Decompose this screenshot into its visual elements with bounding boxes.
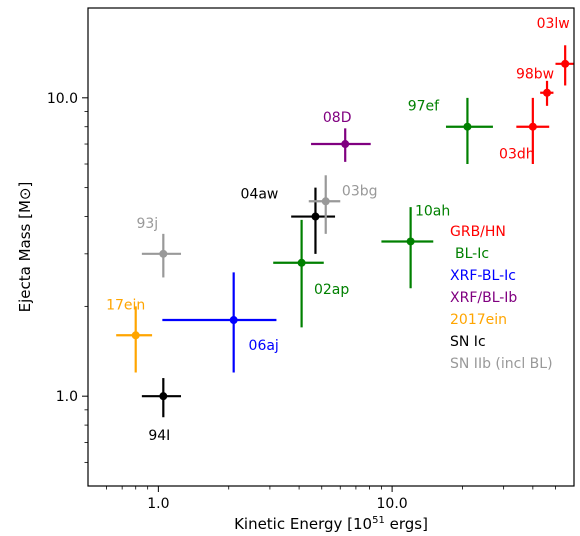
marker [159, 392, 168, 401]
axes: 1.0 10.0 1.0 10.0 [47, 91, 556, 512]
marker [131, 331, 140, 340]
x-axis-label-suffix: ergs] [385, 515, 428, 533]
marker [229, 316, 238, 325]
y-tick-label: 1.0 [56, 389, 78, 405]
data-point-97ef: 97ef [408, 97, 493, 165]
marker [321, 197, 330, 206]
point-label: 02ap [314, 282, 349, 298]
marker [463, 122, 472, 131]
data-point-03lw: 03lw [537, 16, 574, 86]
marker [528, 122, 537, 131]
data-point-17ein: 17ein [106, 297, 153, 373]
point-label: 06aj [249, 338, 279, 354]
point-label: 03bg [342, 183, 378, 199]
legend-entry: XRF-BL-Ic [450, 268, 516, 284]
legend-entry: XRF/BL-Ib [450, 290, 517, 306]
point-label: 97ef [408, 99, 440, 115]
point-label: 04aw [241, 187, 279, 203]
point-label: 17ein [106, 297, 145, 313]
plot-area-frame [87, 7, 575, 487]
legend-entry: SN IIb (incl BL) [450, 356, 553, 372]
point-label: 93j [136, 216, 158, 232]
legend-entry: 2017ein [450, 312, 507, 328]
point-label: 03lw [537, 16, 570, 32]
data-point-02ap: 02ap [273, 219, 349, 328]
legend-entry: SN Ic [450, 334, 486, 350]
data-point-03bg: 03bg [308, 175, 378, 234]
marker [561, 59, 570, 68]
data-point-10ah: 10ah [381, 203, 450, 289]
legend-entry: BL-Ic [455, 246, 489, 262]
data-point-08D: 08D [311, 110, 371, 162]
point-label: 03dh [499, 147, 535, 163]
marker [406, 237, 415, 246]
data-point-93j: 93j [136, 216, 182, 278]
x-tick-label: 1.0 [147, 496, 169, 512]
marker [159, 249, 168, 258]
x-axis-label: Kinetic Energy [1051 ergs] [234, 515, 428, 533]
x-axis-label-exponent: 51 [372, 515, 385, 526]
point-label: 98bw [516, 67, 554, 83]
marker [297, 258, 306, 267]
marker [311, 212, 320, 221]
marker [543, 88, 552, 97]
x-axis-label-main: Kinetic Energy [10 [234, 515, 372, 533]
data-point-06aj: 06aj [162, 272, 279, 373]
chart-legend: GRB/HN BL-Ic XRF-BL-Ic XRF/BL-Ib 2017ein SN I… [450, 224, 553, 372]
marker [341, 140, 350, 149]
legend-entry: GRB/HN [450, 224, 506, 240]
chart-marks: 03lw 98bw 03dh 97ef 10ah 02ap 06aj 08D 17ein 94I 0… [106, 16, 574, 444]
data-point-04aw: 04aw [241, 187, 336, 254]
y-tick-label: 10.0 [47, 91, 78, 107]
data-point-94I: 94I [141, 378, 182, 444]
x-tick-label: 10.0 [377, 496, 408, 512]
data-point-98bw: 98bw [516, 67, 554, 106]
y-axis-label: Ejecta Mass [M⊙] [16, 182, 34, 313]
data-point-03dh: 03dh [499, 97, 550, 165]
point-label: 08D [323, 110, 352, 126]
point-label: 10ah [415, 203, 450, 219]
point-label: 94I [148, 428, 170, 444]
